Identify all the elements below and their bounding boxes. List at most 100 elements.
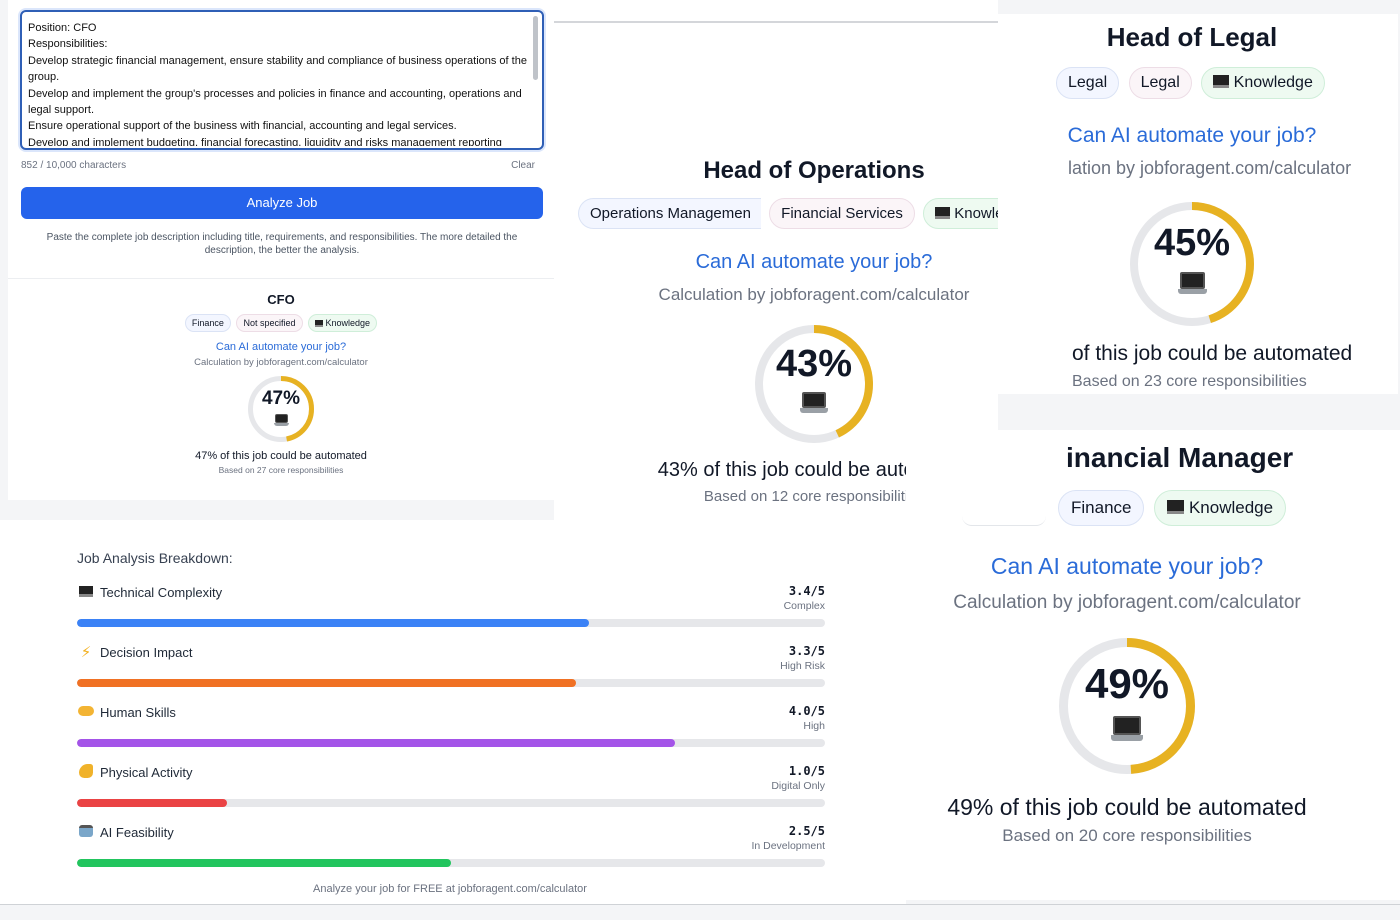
gauge-arc <box>248 376 314 442</box>
automation-summary: 43% of this job could be automated <box>657 459 971 481</box>
legal-result-card: Head of Legal Legal Legal Knowledge Can … <box>998 14 1398 394</box>
automation-percent: 47% <box>261 388 301 409</box>
tag-knowledge: Knowledge <box>923 198 998 229</box>
metric-label: Technical Complexity <box>100 585 223 600</box>
breakdown-row: ⚡ Decision Impact 3.3/5 High Risk <box>77 640 825 690</box>
automation-percent: 49% <box>1084 660 1170 707</box>
metric-label: Decision Impact <box>100 645 193 660</box>
breakdown-row: AI Feasibility 2.5/5 In Development <box>77 820 825 870</box>
metric-score: 1.0/5 <box>788 764 825 778</box>
metric-level: Complex <box>783 600 825 612</box>
job-title: CFO <box>267 292 295 307</box>
job-input-panel: 852 / 10,000 characters Clear Analyze Jo… <box>8 0 554 500</box>
financial-manager-result-card: inancial Manager Finance Knowledge Can A… <box>906 430 1400 900</box>
job-title: inancial Manager <box>1066 442 1294 473</box>
cfo-result-card: CFO Finance Not specified Knowledge Can … <box>8 290 554 475</box>
metric-bar-fill <box>77 739 676 747</box>
laptop-icon <box>1177 272 1207 294</box>
job-analysis-breakdown: Job Analysis Breakdown: Technical Comple… <box>0 520 906 904</box>
robot-icon <box>77 823 95 841</box>
gauge-ring <box>1130 202 1254 326</box>
tag-list: Legal Legal Knowledge <box>1056 67 1325 99</box>
metric-bar-fill <box>77 859 451 867</box>
breakdown-row: Physical Activity 1.0/5 Digital Only <box>77 760 825 810</box>
tag-financial-services: Financial Services <box>769 198 915 229</box>
handshake-icon <box>77 703 95 721</box>
calculator-credit: Calculation by jobforagent.com/calculato… <box>658 285 970 304</box>
tag-list: Finance Knowledge <box>1058 490 1287 526</box>
tag-finance: Finance <box>1058 490 1145 526</box>
breakdown-row: Human Skills 4.0/5 High <box>77 700 825 750</box>
clear-button[interactable]: Clear <box>511 160 535 171</box>
automation-summary: of this job could be automated <box>1072 342 1353 365</box>
job-title: Head of Operations <box>703 157 925 184</box>
metric-bar-track <box>77 799 825 807</box>
metric-level: Digital Only <box>771 780 825 792</box>
tag-legal: Legal <box>1056 67 1120 99</box>
gauge-arc <box>755 325 873 443</box>
metric-bar-fill <box>77 619 589 627</box>
calculator-credit: Calculation by jobforagent.com/calculato… <box>194 357 368 368</box>
breakdown-row: Technical Complexity 3.4/5 Complex <box>77 580 825 630</box>
metric-label: AI Feasibility <box>100 825 174 840</box>
laptop-icon <box>1167 500 1185 514</box>
automation-question: Can AI automate your job? <box>990 553 1264 579</box>
metric-bar-track <box>77 619 825 627</box>
laptop-icon <box>315 320 324 327</box>
tag-knowledge: Knowledge <box>308 314 378 332</box>
calculator-credit: lation by jobforagent.com/calculator <box>1068 158 1352 178</box>
character-count: 852 / 10,000 characters <box>21 160 127 171</box>
metric-score: 2.5/5 <box>788 824 825 838</box>
panel-divider <box>554 21 998 23</box>
gauge-ring <box>248 376 314 442</box>
tag-operations-management: Operations Managemen <box>578 198 761 229</box>
automation-gauge: 43% <box>755 325 873 443</box>
laptop-icon <box>1111 716 1143 741</box>
responsibility-basis: Based on 20 core responsibilities <box>1002 826 1252 845</box>
tag-list: Finance Not specified Knowledge <box>8 314 554 332</box>
tag-not-specified: Not specified <box>236 314 303 332</box>
textarea-scrollbar[interactable] <box>533 16 538 80</box>
tag-knowledge: Knowledge <box>1154 490 1287 526</box>
divider <box>8 278 554 279</box>
metric-score: 4.0/5 <box>788 704 825 718</box>
gauge-ring <box>1059 638 1195 774</box>
laptop-icon <box>935 207 951 219</box>
lightning-icon: ⚡ <box>80 644 92 661</box>
automation-percent: 45% <box>1153 222 1231 264</box>
automation-summary: 47% of this job could be automated <box>195 450 367 462</box>
metric-bar-track <box>77 859 825 867</box>
bottom-border <box>0 904 1400 905</box>
tag-knowledge: Knowledge <box>1201 67 1325 99</box>
tag-knowledge-label: Knowledge <box>325 318 371 328</box>
automation-gauge: 45% <box>1130 202 1254 326</box>
job-description-box[interactable] <box>20 10 544 150</box>
automation-percent: 43% <box>775 343 853 385</box>
automation-question: Can AI automate your job? <box>695 251 933 273</box>
tag-legal-industry: Legal <box>1128 67 1192 99</box>
tag-list: Operations Managemen Financial Services … <box>578 198 998 229</box>
job-description-textarea[interactable] <box>28 20 528 146</box>
job-title: Head of Legal <box>1106 22 1278 52</box>
metric-level: In Development <box>751 840 825 852</box>
metric-bar-track <box>77 679 825 687</box>
laptop-icon <box>273 414 289 426</box>
breakdown-heading: Job Analysis Breakdown: <box>77 550 233 566</box>
metric-score: 3.3/5 <box>788 644 825 658</box>
metric-level: High <box>803 720 825 732</box>
responsibility-basis: Based on 23 core responsibilities <box>1072 373 1307 390</box>
metric-bar-track <box>77 739 825 747</box>
input-hint: Paste the complete job description inclu… <box>46 232 518 256</box>
automation-gauge: 47% <box>248 376 314 442</box>
analyze-job-button[interactable]: Analyze Job <box>21 187 543 219</box>
flexed-arm-icon <box>77 763 95 781</box>
automation-question: Can AI automate your job? <box>1067 124 1317 147</box>
metric-label: Physical Activity <box>100 765 193 780</box>
metric-bar-fill <box>77 799 227 807</box>
metric-bar-fill <box>77 679 576 687</box>
automation-question: Can AI automate your job? <box>215 341 347 353</box>
responsibility-basis: Based on 27 core responsibilities <box>218 465 344 475</box>
laptop-icon <box>800 392 828 413</box>
breakdown-footer: Analyze your job for FREE at jobforagent… <box>313 883 587 895</box>
metric-score: 3.4/5 <box>788 584 825 598</box>
